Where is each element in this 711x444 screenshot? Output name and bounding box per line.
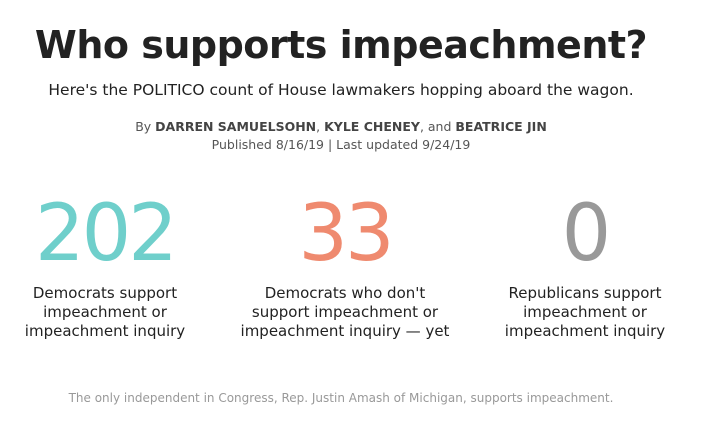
page-subtitle: Here's the POLITICO count of House lawma… xyxy=(48,81,634,99)
stat-label: Democrats support impeachment or impeach… xyxy=(24,284,186,340)
stat-number: 33 xyxy=(298,189,394,279)
stat-number: 0 xyxy=(561,189,612,279)
byline-prefix: By xyxy=(135,119,152,134)
stat-democrats-not-yet: 33 Democrats who don't support impeachme… xyxy=(240,188,450,341)
byline-author-link[interactable]: BEATRICE JIN xyxy=(455,119,547,134)
footnote: The only independent in Congress, Rep. J… xyxy=(68,391,614,405)
byline-author-link[interactable]: DARREN SAMUELSOHN xyxy=(155,119,317,134)
stat-number: 202 xyxy=(35,189,178,279)
publish-dates: Published 8/16/19 | Last updated 9/24/19 xyxy=(211,137,471,152)
byline: By DARREN SAMUELSOHN, KYLE CHENEY, and B… xyxy=(0,118,682,136)
page-title: Who supports impeachment? xyxy=(34,23,648,67)
byline-separator: , xyxy=(316,119,321,134)
byline-separator: , and xyxy=(419,119,452,134)
stat-label: Democrats who don't support impeachment … xyxy=(240,284,450,340)
stat-republicans-support: 0 Republicans support impeachment or imp… xyxy=(480,188,690,341)
stat-label: Republicans support impeachment or impea… xyxy=(504,284,666,340)
byline-author-link[interactable]: KYLE CHENEY xyxy=(324,119,420,134)
stat-democrats-support: 202 Democrats support impeachment or imp… xyxy=(0,188,210,341)
